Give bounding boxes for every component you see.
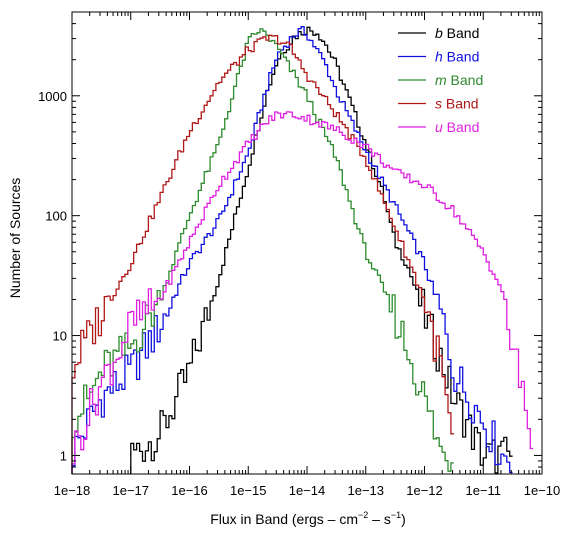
x-tick-label: 1e−13 (347, 483, 384, 498)
x-tick-label: 1e−11 (465, 483, 501, 498)
series-layer (71, 26, 534, 474)
y-axis-label: Number of Sources (7, 178, 23, 299)
y-tick-label: 100 (45, 209, 67, 224)
legend-label-s: s Band (435, 96, 479, 112)
legend-label-m: m Band (435, 72, 483, 88)
x-tick-label: 1e−15 (230, 483, 267, 498)
x-tick-label: 1e−12 (406, 483, 443, 498)
x-tick-label: 1e−14 (289, 483, 326, 498)
legend: b Band h Band m Band s Band u Band (398, 25, 483, 135)
legend-label-u: u Band (435, 119, 479, 135)
series-line-u (71, 111, 534, 474)
tick-labels: 1e−18 1e−17 1e−16 1e−15 1e−14 1e−13 1e−12 1e−11… (38, 89, 560, 498)
y-tick-label: 10 (53, 329, 67, 344)
x-tick-label: 1e−10 (524, 483, 561, 498)
series-line-m (71, 28, 454, 474)
y-tick-label: 1 (60, 448, 67, 463)
series-line-h (71, 26, 513, 474)
series-line-b (130, 26, 513, 474)
x-tick-label: 1e−18 (54, 483, 91, 498)
y-tick-label: 1000 (38, 89, 67, 104)
x-tick-label: 1e−17 (112, 483, 149, 498)
legend-label-b: b Band (435, 25, 479, 41)
x-tick-label: 1e−16 (171, 483, 208, 498)
axis-ticks (71, 11, 543, 475)
series-line-s (71, 34, 454, 474)
x-axis-label: Flux in Band (ergs – cm−2 – s−1) (210, 510, 406, 527)
legend-label-h: h Band (435, 49, 479, 65)
